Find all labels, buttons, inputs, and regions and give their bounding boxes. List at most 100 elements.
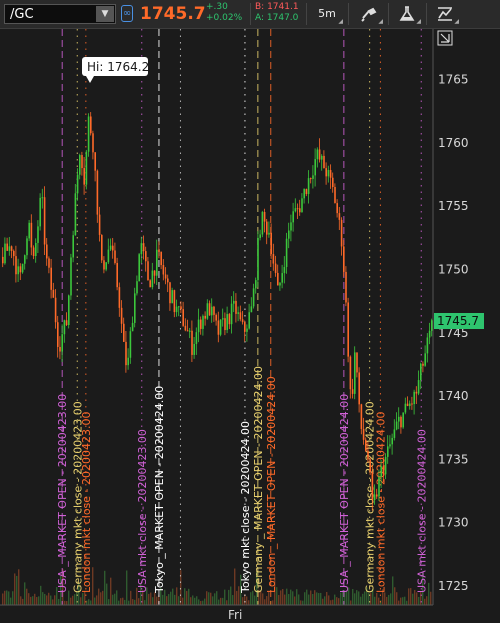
volume-bar — [86, 600, 88, 605]
candle-body — [26, 238, 28, 256]
candle-body — [263, 211, 266, 222]
volume-bar — [224, 589, 226, 605]
candle-body — [365, 439, 367, 451]
candle-body — [193, 343, 195, 355]
volume-bar — [66, 600, 68, 605]
drawing-tools-button[interactable]: ◢ — [354, 3, 384, 25]
candle-body — [246, 328, 248, 332]
volume-bar — [40, 585, 42, 605]
volume-bar — [336, 597, 338, 605]
candle-body — [413, 391, 415, 405]
candle-body — [404, 403, 407, 413]
event-label: Germany mkt close - 20200424.00 — [364, 401, 377, 593]
volume-bar — [256, 571, 258, 605]
volume-bar — [2, 593, 4, 605]
candle-body — [17, 266, 19, 275]
volume-bar — [406, 600, 408, 605]
candle-body — [338, 213, 341, 220]
volume-bar — [198, 599, 200, 605]
candle-body — [81, 155, 83, 169]
candle-body — [323, 155, 325, 169]
volume-bar — [248, 600, 250, 605]
volume-bar — [322, 598, 324, 605]
volume-bar — [412, 593, 414, 605]
volume-bar — [36, 597, 38, 605]
volume-bar — [418, 596, 420, 605]
volume-bar — [214, 593, 216, 605]
candle-body — [362, 428, 365, 440]
event-label: Germany mkt close - 20200423.00 — [71, 401, 84, 593]
volume-bar — [384, 592, 386, 605]
candle-body — [347, 302, 349, 357]
link-icon[interactable]: ∞ — [121, 5, 133, 22]
volume-bar — [234, 568, 236, 605]
volume-bar — [408, 588, 410, 605]
price-chart[interactable]: USA _ MARKET OPEN - 20200423.00 Germany m… — [0, 29, 500, 623]
candle-body — [184, 325, 187, 331]
volume-bar — [358, 591, 360, 605]
ask-price: A: 1747.0 — [255, 13, 299, 23]
candle-body — [259, 234, 261, 238]
volume-bar — [96, 595, 98, 605]
volume-bar — [48, 592, 50, 605]
candle-body — [120, 307, 123, 324]
volume-bar — [134, 599, 136, 605]
volume-bar — [312, 594, 314, 605]
candle-body — [367, 450, 369, 460]
candle-body — [178, 306, 180, 308]
volume-bar — [294, 596, 296, 605]
chevron-down-icon[interactable]: ▼ — [96, 6, 114, 22]
candle-body — [54, 297, 57, 323]
symbol-selector[interactable]: /GC ▼ — [4, 4, 116, 24]
candle-body — [277, 272, 279, 286]
candle-body — [6, 243, 8, 251]
volume-bar — [32, 596, 34, 605]
candle-body — [376, 494, 378, 497]
candle-body — [393, 429, 396, 438]
candle-body — [303, 189, 305, 199]
candle-body — [294, 208, 297, 212]
candle-body — [369, 459, 371, 473]
caret-icon: ◢ — [416, 18, 421, 25]
candle-body — [250, 306, 253, 313]
volume-bar — [194, 597, 196, 605]
candle-body — [257, 237, 259, 281]
volume-bar — [108, 599, 110, 605]
candle-body — [68, 295, 70, 325]
volume-bar — [416, 592, 418, 605]
candle-body — [182, 309, 184, 326]
volume-bar — [334, 594, 336, 605]
volume-bar — [60, 576, 62, 605]
volume-bar — [52, 599, 54, 605]
candlesticks — [2, 112, 433, 511]
volume-bar — [424, 598, 426, 605]
studies-button[interactable]: ◢ — [392, 3, 422, 25]
candle-body — [301, 198, 303, 213]
collapse-icon[interactable] — [437, 30, 453, 46]
volume-bar — [246, 596, 248, 605]
volume-bar — [396, 592, 398, 605]
candle-body — [299, 208, 301, 213]
candle-body — [387, 446, 389, 457]
candle-body — [274, 263, 277, 273]
candle-body — [391, 437, 393, 445]
volume-bar — [172, 588, 174, 605]
volume-bar — [140, 583, 142, 605]
candle-body — [48, 258, 50, 268]
volume-bar — [286, 588, 288, 605]
candle-body — [74, 193, 77, 236]
candle-body — [424, 353, 426, 366]
chart-style-button[interactable]: ◢ — [430, 3, 460, 25]
timeframe-button[interactable]: 5m ◢ — [310, 3, 344, 25]
candle-body — [431, 320, 433, 331]
volume-bar — [242, 597, 244, 605]
candle-body — [63, 320, 66, 335]
price-axis[interactable]: 1765 1760 1755 1750 1745 1740 1735 1730 1725 — [438, 73, 469, 593]
volume-bar — [150, 592, 152, 605]
candle-body — [272, 254, 275, 264]
candle-body — [83, 168, 85, 185]
candle-body — [147, 261, 149, 281]
volume-bar — [68, 590, 70, 605]
volume-bar — [252, 590, 254, 605]
volume-bar — [266, 596, 268, 605]
